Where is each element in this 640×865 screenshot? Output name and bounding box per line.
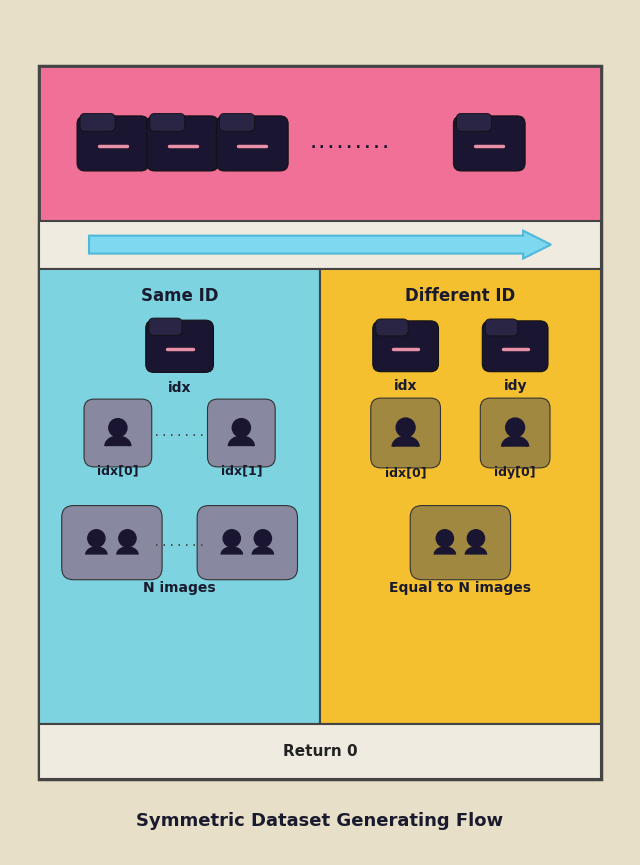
Text: Return 0: Return 0 [283,744,357,759]
Polygon shape [85,547,108,554]
Polygon shape [220,547,243,554]
Text: Same ID: Same ID [141,287,218,305]
FancyBboxPatch shape [453,116,525,171]
Bar [39,221,601,268]
Text: Different ID: Different ID [405,287,515,305]
Text: .......: ....... [154,536,206,549]
Circle shape [88,529,105,547]
FancyBboxPatch shape [485,319,518,336]
FancyBboxPatch shape [220,113,255,131]
Text: idx[0]: idx[0] [97,465,139,477]
FancyBboxPatch shape [84,399,152,467]
Text: idy: idy [504,379,527,394]
Polygon shape [433,547,456,554]
Text: .........: ......... [309,136,391,151]
Polygon shape [393,438,418,446]
Circle shape [436,529,454,547]
Circle shape [232,419,250,437]
Text: idx: idx [394,379,417,394]
Polygon shape [502,438,527,446]
Circle shape [223,529,241,547]
Polygon shape [106,437,130,446]
Polygon shape [252,547,274,554]
Bar [39,268,320,724]
Text: idy[0]: idy[0] [494,466,536,479]
Text: N images: N images [143,580,216,594]
Text: .......: ....... [154,426,206,439]
Polygon shape [465,547,487,554]
FancyBboxPatch shape [147,116,218,171]
Text: idx[0]: idx[0] [385,466,426,479]
Circle shape [506,418,525,437]
FancyBboxPatch shape [216,116,288,171]
Text: idx[1]: idx[1] [221,465,262,477]
FancyBboxPatch shape [371,398,440,468]
Circle shape [467,529,484,547]
FancyBboxPatch shape [372,321,438,372]
FancyBboxPatch shape [80,113,115,131]
FancyBboxPatch shape [483,321,548,372]
Circle shape [254,529,271,547]
Text: Symmetric Dataset Generating Flow: Symmetric Dataset Generating Flow [136,811,504,830]
Bar [320,268,601,724]
Polygon shape [116,547,139,554]
FancyBboxPatch shape [77,116,148,171]
Bar [39,67,601,779]
FancyBboxPatch shape [61,505,162,580]
FancyBboxPatch shape [146,320,214,373]
Bar [39,67,601,221]
Text: Equal to N images: Equal to N images [389,580,531,594]
FancyBboxPatch shape [410,505,511,580]
FancyBboxPatch shape [456,113,492,131]
FancyBboxPatch shape [207,399,275,467]
Bar [39,724,601,778]
FancyBboxPatch shape [148,318,182,336]
FancyArrow shape [89,231,551,259]
Circle shape [109,419,127,437]
FancyBboxPatch shape [480,398,550,468]
Text: idx: idx [168,381,191,395]
FancyBboxPatch shape [150,113,185,131]
FancyBboxPatch shape [376,319,408,336]
Circle shape [119,529,136,547]
Circle shape [396,418,415,437]
FancyBboxPatch shape [197,505,298,580]
Polygon shape [229,437,253,446]
